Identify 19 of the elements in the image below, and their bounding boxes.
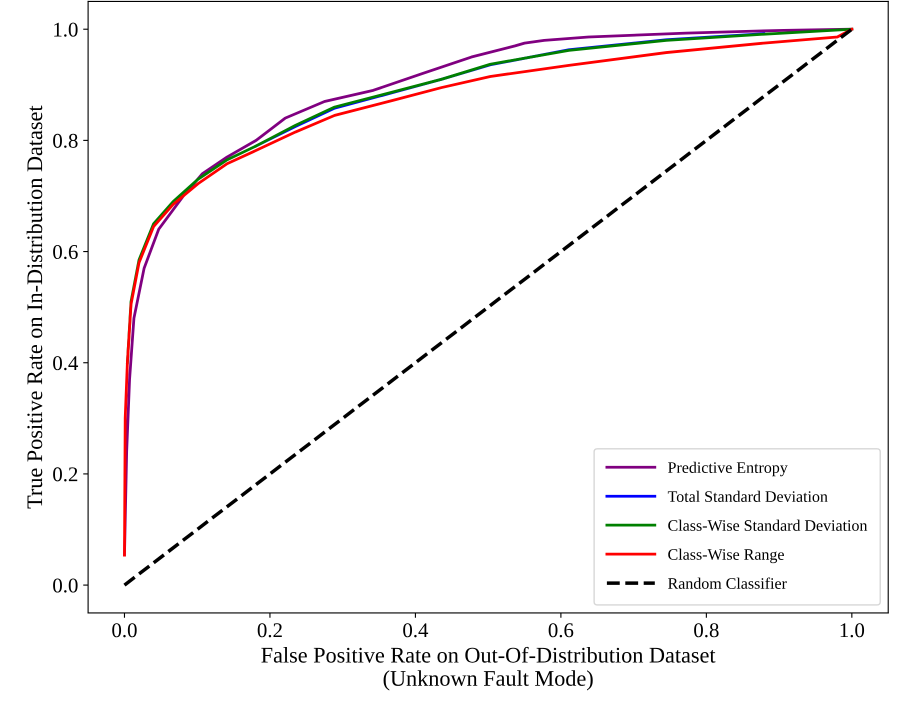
y-tick-label: 0.6: [53, 244, 78, 260]
legend-label: Class-Wise Standard Deviation: [668, 520, 868, 531]
y-tick-label: 0.8: [53, 134, 78, 148]
x-tick-label: 0.2: [258, 623, 282, 638]
x-tick-label: 1.0: [840, 623, 864, 638]
y-tick-label: 0.2: [53, 467, 78, 482]
x-tick-label: 0.0: [112, 623, 137, 638]
x-axis-title: False Positive Rate on Out-Of-Distribution Dataset (Unknown Fault Mode): [261, 646, 716, 690]
y-tick-label: 1.0: [54, 22, 78, 37]
y-tick-label: 0.0: [53, 578, 78, 593]
x-tick-label: 0.8: [694, 623, 719, 638]
legend-label: Class-Wise Range: [668, 548, 784, 564]
x-tick-label: 0.4: [403, 623, 428, 638]
y-axis-title: True Positive Rate on In-Distribution Dataset: [26, 106, 42, 508]
x-tick-label: 0.6: [548, 623, 574, 638]
y-tick-label: 0.4: [53, 356, 78, 370]
legend-label: Total Standard Deviation: [668, 490, 828, 502]
legend-label: Predictive Entropy: [668, 462, 788, 476]
legend-label: Random Classifier: [668, 577, 787, 589]
